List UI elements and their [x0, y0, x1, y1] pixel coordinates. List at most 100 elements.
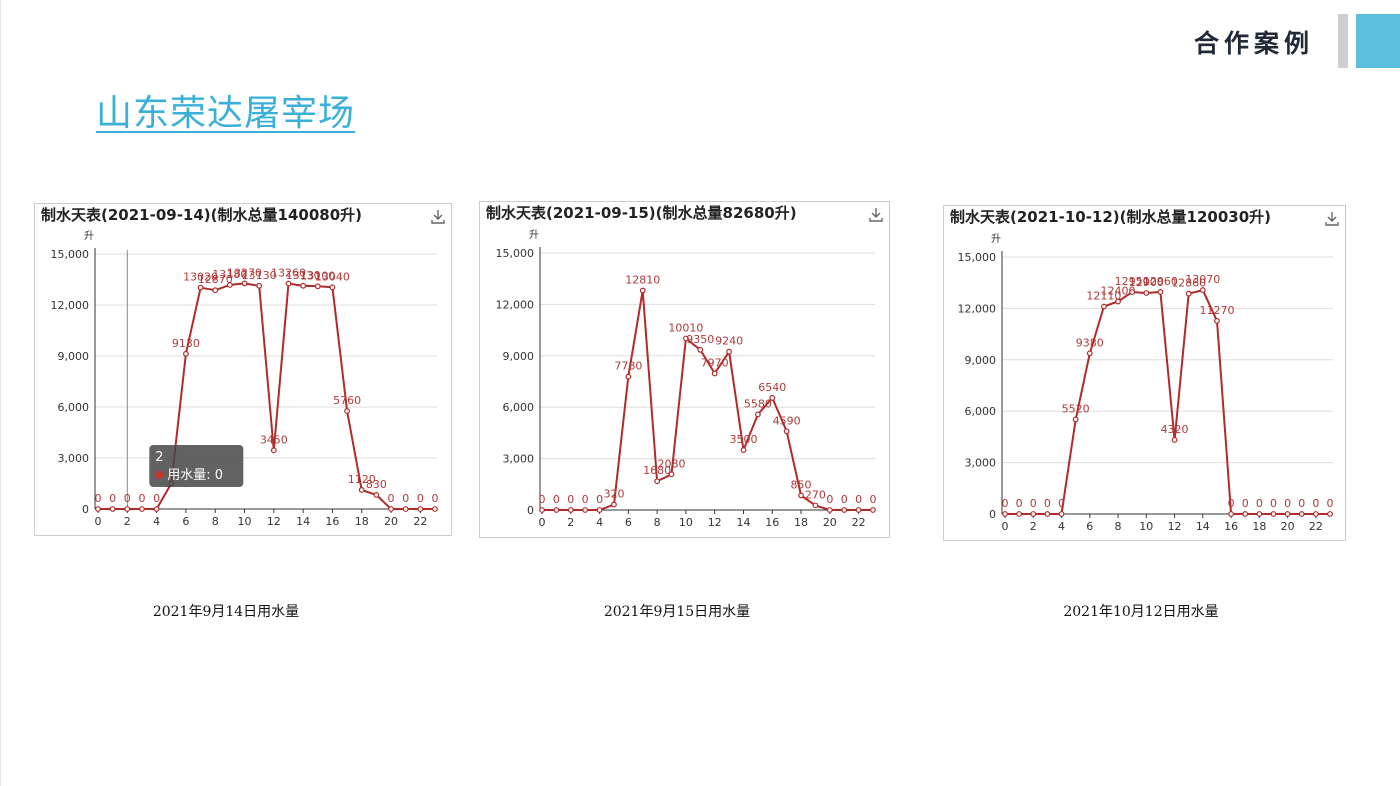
data-point[interactable] [740, 447, 747, 453]
x-tick-label: 10 [238, 515, 252, 528]
y-tick-label: 6,000 [965, 405, 997, 418]
download-icon[interactable] [431, 210, 445, 224]
data-point[interactable] [1171, 437, 1178, 443]
data-point[interactable] [212, 287, 219, 294]
data-point[interactable] [388, 506, 394, 512]
tooltip: 2 用水量: 0 [149, 445, 244, 487]
data-point[interactable] [697, 346, 704, 353]
data-point[interactable] [726, 348, 732, 355]
data-point[interactable] [582, 507, 589, 513]
data-point[interactable] [769, 395, 776, 401]
data-point[interactable] [1270, 511, 1277, 517]
data-point[interactable] [270, 447, 277, 454]
data-point[interactable] [417, 506, 424, 512]
data-point[interactable] [1185, 290, 1192, 297]
data-point[interactable] [226, 282, 233, 288]
data-point[interactable] [1312, 511, 1319, 517]
data-point[interactable] [1058, 511, 1065, 517]
x-tick-label: 10 [679, 516, 693, 529]
data-point[interactable] [153, 506, 160, 512]
data-point[interactable] [1214, 318, 1220, 324]
data-point[interactable] [1199, 287, 1206, 293]
data-point[interactable] [783, 428, 790, 435]
line-chart-svg[interactable]: 制水天表(2021-10-12)(制水总量120030升) 升 0 3,000 6,00… [944, 206, 1347, 542]
y-tick-label: 9,000 [503, 350, 535, 363]
data-point[interactable] [95, 506, 101, 512]
data-point[interactable] [139, 506, 145, 512]
data-point[interactable] [668, 471, 675, 478]
data-point[interactable] [754, 411, 761, 418]
data-point[interactable] [812, 502, 819, 509]
data-point[interactable] [639, 287, 646, 294]
data-point[interactable] [683, 335, 689, 342]
data-point[interactable] [1072, 416, 1079, 423]
data-point[interactable] [1030, 511, 1037, 517]
data-point[interactable] [1157, 289, 1164, 295]
data-point[interactable] [329, 284, 336, 291]
data-point[interactable] [344, 408, 350, 414]
data-point[interactable] [798, 492, 804, 499]
download-icon-glyph [1325, 212, 1339, 226]
data-label: 9380 [1076, 336, 1104, 349]
data-point[interactable] [711, 370, 718, 377]
data-point[interactable] [1129, 289, 1136, 296]
download-icon[interactable] [869, 208, 883, 222]
x-tick-label: 4 [153, 515, 160, 528]
header-accent-gray [1338, 14, 1348, 68]
data-label: 270 [805, 488, 826, 501]
download-icon[interactable] [1325, 212, 1339, 226]
data-point[interactable] [1256, 511, 1263, 517]
data-point[interactable] [1016, 511, 1023, 517]
data-point[interactable] [373, 491, 380, 498]
data-point[interactable] [1327, 511, 1333, 517]
data-point[interactable] [596, 507, 603, 513]
data-point[interactable] [567, 507, 574, 513]
line-chart-svg[interactable]: 制水天表(2021-09-14)(制水总量140080升) 升 0 3,000 6,00… [35, 204, 453, 537]
line-chart-svg[interactable]: 制水天表(2021-09-15)(制水总量82680升) 升 0 3,000 6,000… [480, 202, 891, 539]
section-title: 合作案例 [1193, 29, 1314, 58]
data-point[interactable] [197, 284, 204, 291]
data-point[interactable] [841, 507, 848, 513]
y-tick-label: 0 [527, 504, 534, 517]
data-point[interactable] [300, 282, 307, 289]
data-point[interactable] [1002, 511, 1008, 517]
data-point[interactable] [1242, 511, 1249, 517]
data-point[interactable] [826, 507, 833, 513]
data-point[interactable] [358, 487, 365, 493]
data-label: 0 [826, 493, 833, 506]
data-point[interactable] [553, 507, 560, 513]
data-point[interactable] [1228, 511, 1234, 517]
data-point[interactable] [870, 507, 876, 513]
x-tick-label: 6 [182, 515, 189, 528]
data-point[interactable] [1284, 511, 1291, 517]
data-point[interactable] [654, 478, 661, 485]
data-point[interactable] [183, 350, 189, 357]
data-point[interactable] [1143, 290, 1150, 296]
data-point[interactable] [1101, 303, 1107, 310]
y-tick-label: 3,000 [503, 453, 535, 466]
data-point[interactable] [109, 506, 116, 512]
data-point[interactable] [432, 506, 438, 512]
data-point[interactable] [1298, 511, 1305, 517]
data-point[interactable] [611, 501, 617, 508]
data-point[interactable] [241, 280, 248, 287]
data-point[interactable] [285, 280, 292, 287]
data-label: 13270 [227, 266, 262, 279]
data-point[interactable] [855, 507, 862, 513]
data-label: 0 [138, 492, 145, 505]
data-point[interactable] [1044, 511, 1051, 517]
data-point[interactable] [124, 506, 131, 512]
data-point[interactable] [1115, 298, 1121, 305]
data-point[interactable] [1086, 350, 1093, 357]
data-point[interactable] [402, 506, 409, 512]
data-label: 12900 [1129, 276, 1164, 289]
x-tick-label: 12 [1168, 520, 1182, 533]
data-point[interactable] [314, 283, 321, 290]
data-point[interactable] [539, 507, 545, 513]
x-tick-label: 0 [1002, 520, 1009, 533]
data-point[interactable] [625, 373, 632, 380]
x-tick-label: 4 [1058, 520, 1065, 533]
data-label: 12960 [1143, 275, 1178, 288]
data-label: 5580 [744, 397, 772, 410]
data-point[interactable] [256, 282, 263, 289]
